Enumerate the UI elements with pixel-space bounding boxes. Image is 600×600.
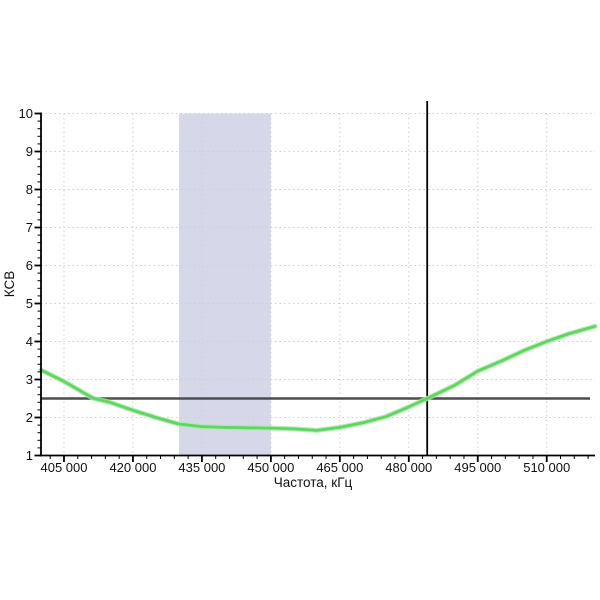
x-tick-label: 510 000: [523, 460, 570, 475]
y-tick-label: 8: [26, 182, 33, 197]
series-layer: [38, 323, 598, 433]
x-tick-label: 480 000: [385, 460, 432, 475]
y-tick-label: 3: [26, 372, 33, 387]
highlighted-frequency-band: [178, 113, 271, 456]
band-layer: [178, 113, 271, 456]
x-tick-label: 465 000: [316, 460, 363, 475]
x-tick-label: 450 000: [247, 460, 294, 475]
vswr-curve-halo: [38, 323, 598, 433]
y-tick-label: 10: [19, 106, 33, 121]
x-tick-label: 435 000: [178, 460, 225, 475]
marker-layer: [41, 101, 590, 456]
vswr-curve: [39, 324, 597, 432]
x-tick-label: 495 000: [454, 460, 501, 475]
y-tick-label: 6: [26, 258, 33, 273]
y-tick-label: 5: [26, 296, 33, 311]
grid-layer: [41, 113, 595, 456]
y-tick-label: 9: [26, 144, 33, 159]
y-axis-title: КСВ: [2, 271, 17, 297]
x-tick-label: 405 000: [40, 460, 87, 475]
y-tick-label: 4: [26, 334, 33, 349]
y-tick-label: 7: [26, 220, 33, 235]
y-tick-label: 2: [26, 410, 33, 425]
x-tick-label: 420 000: [109, 460, 156, 475]
axes-layer: [34, 112, 595, 462]
x-axis-title: Частота, кГц: [274, 475, 353, 490]
tick-label-layer: 1 2 3 4 5 6 7 8 9 10 405 000 420 000 435 000 450 000 4…: [19, 106, 571, 475]
y-tick-label: 1: [26, 448, 33, 463]
